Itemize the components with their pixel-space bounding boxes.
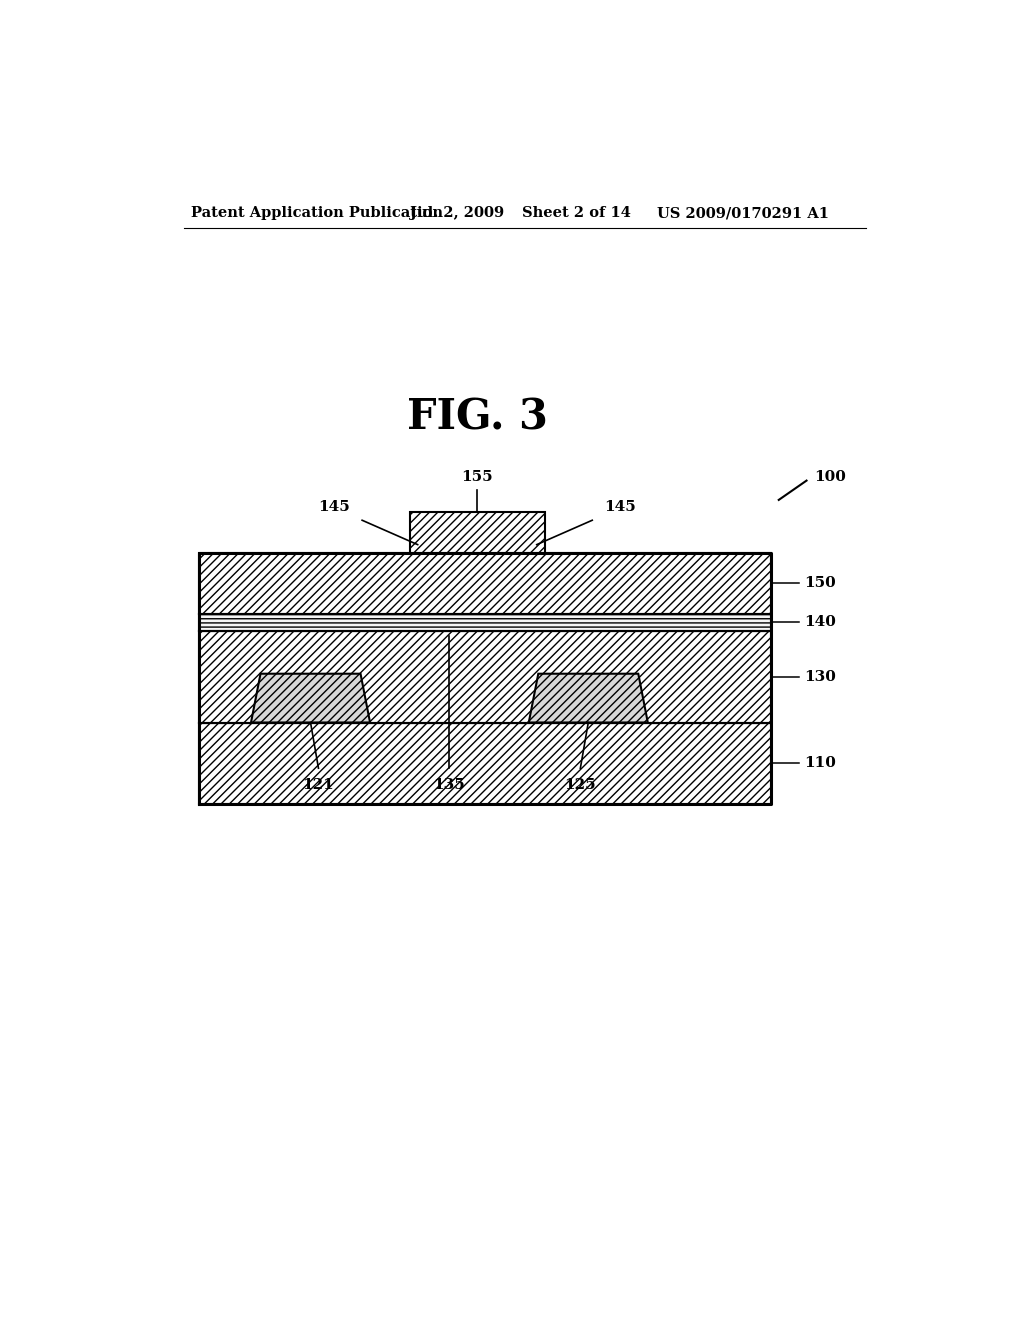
Text: FIG. 3: FIG. 3 [407, 396, 548, 438]
Text: 155: 155 [462, 470, 493, 483]
Text: 135: 135 [433, 779, 465, 792]
Text: 130: 130 [804, 669, 836, 684]
Bar [410, 512, 545, 553]
Text: 145: 145 [604, 500, 636, 515]
Text: US 2009/0170291 A1: US 2009/0170291 A1 [657, 206, 829, 220]
Text: 121: 121 [302, 779, 335, 792]
Text: 125: 125 [564, 779, 596, 792]
Text: 110: 110 [804, 756, 836, 770]
Text: Jul. 2, 2009: Jul. 2, 2009 [411, 206, 505, 220]
Text: 150: 150 [804, 577, 836, 590]
Text: 140: 140 [804, 615, 836, 630]
Text: 145: 145 [318, 500, 350, 515]
Polygon shape [251, 673, 370, 722]
Bar [200, 553, 771, 614]
Bar [200, 631, 771, 722]
Bar [200, 614, 771, 631]
Bar [200, 722, 771, 804]
Text: Patent Application Publication: Patent Application Publication [191, 206, 443, 220]
Polygon shape [528, 673, 648, 722]
Text: 100: 100 [814, 470, 847, 483]
Text: Sheet 2 of 14: Sheet 2 of 14 [522, 206, 631, 220]
